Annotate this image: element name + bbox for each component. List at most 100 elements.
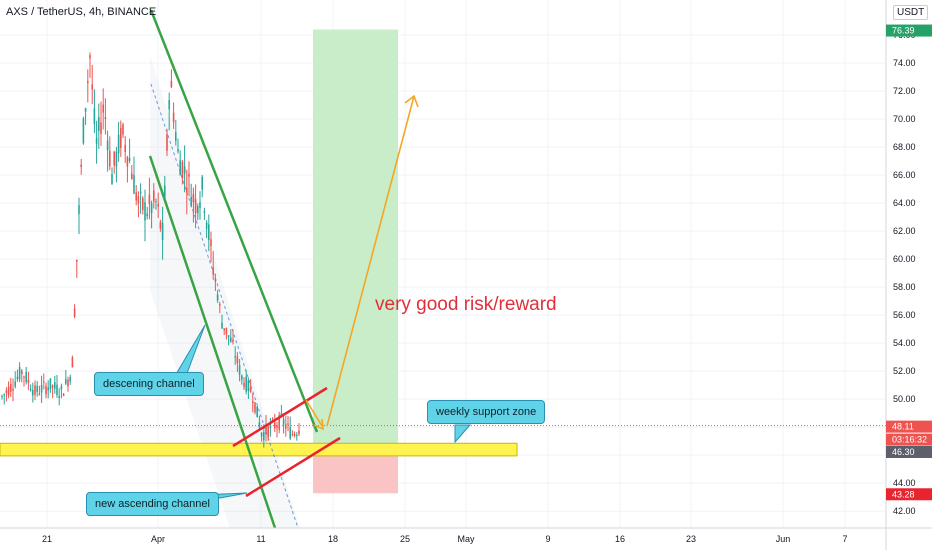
candle-body	[12, 388, 14, 391]
candle-body	[106, 140, 109, 151]
y-tick-label: 50.00	[893, 394, 916, 404]
candle-body	[7, 386, 10, 396]
candle-body	[298, 430, 300, 435]
candle-body	[122, 124, 124, 135]
candle-body	[177, 149, 179, 152]
price-badge-label: 43.28	[892, 489, 915, 499]
y-tick-label: 44.00	[893, 478, 916, 488]
y-tick-label: 42.00	[893, 506, 916, 516]
price-badge-label: 76.39	[892, 26, 915, 36]
price-badge	[886, 433, 932, 446]
ascending-channel-upper	[232, 386, 328, 448]
chart-grid	[0, 0, 886, 528]
candle-body	[43, 381, 45, 383]
candle-body	[29, 389, 32, 391]
y-tick-label: 64.00	[893, 198, 916, 208]
candle-body	[172, 112, 175, 123]
candle-body	[1, 395, 3, 397]
candle-body	[150, 203, 153, 214]
candle-body	[78, 205, 80, 214]
candle-body	[80, 164, 82, 168]
candle-body	[166, 134, 168, 151]
candle-body	[100, 122, 102, 134]
candle-body	[285, 424, 287, 429]
y-tick-label: 58.00	[893, 282, 916, 292]
candle-body	[5, 390, 8, 394]
time-axis[interactable]: 21 Apr 11 18 25 May 9 16 23 Jun 7	[0, 527, 932, 544]
candle-body	[225, 327, 228, 335]
candle-body	[95, 137, 98, 144]
candle-body	[199, 201, 201, 208]
candle-body	[243, 382, 245, 388]
price-badge	[886, 420, 932, 433]
candle-body	[38, 393, 41, 395]
candle-body	[14, 381, 16, 387]
candle-body	[181, 161, 184, 178]
descending-channel-callout: descening channel	[94, 372, 204, 396]
arrow-up-segment	[326, 95, 415, 427]
price-badge	[886, 24, 932, 37]
candle-body	[157, 204, 159, 207]
candle-body	[60, 386, 63, 390]
price-badge	[886, 488, 932, 501]
candle-body	[40, 384, 43, 393]
y-tick-label: 56.00	[893, 310, 916, 320]
x-tick-label: 16	[615, 534, 625, 544]
candle-body	[89, 55, 91, 59]
candle-body	[82, 118, 85, 144]
candle-body	[280, 413, 283, 416]
candle-body	[230, 337, 232, 342]
candle-body	[62, 393, 65, 396]
candle-body	[205, 222, 208, 230]
stop-zone	[313, 450, 398, 494]
price-badges: 76.39 48.11 03:16:32 46.30 43.28	[886, 24, 932, 501]
candle-body	[236, 356, 239, 364]
candle-body	[120, 127, 122, 149]
candle-body	[117, 134, 120, 154]
candle-body	[219, 303, 221, 306]
currency-badge[interactable]: USDT	[893, 5, 929, 20]
candle-body	[175, 132, 177, 141]
channel-lower-line	[148, 155, 277, 529]
candle-body	[133, 175, 135, 194]
position-zones	[0, 29, 886, 528]
y-tick-label: 52.00	[893, 366, 916, 376]
x-tick-label: 21	[42, 534, 52, 544]
candle-body	[287, 423, 289, 425]
candle-body	[102, 104, 104, 113]
candle-body	[254, 402, 256, 413]
candle-body	[159, 221, 162, 229]
target-zone	[313, 29, 398, 451]
candle-body	[115, 151, 118, 167]
candle-body	[32, 389, 34, 396]
candle-body	[265, 424, 267, 435]
risk-reward-label: very good risk/reward	[375, 294, 557, 315]
candle-body	[201, 176, 203, 190]
price-axis[interactable]: 42.0044.0046.0048.0050.0052.0054.0056.00…	[885, 0, 916, 550]
candle-body	[289, 427, 291, 439]
candle-body	[258, 422, 261, 428]
support-callout-pointer	[454, 424, 472, 444]
candle-body	[51, 385, 54, 388]
candle-body	[234, 356, 236, 358]
y-tick-label: 74.00	[893, 58, 916, 68]
candle-body	[71, 357, 74, 368]
y-tick-label: 60.00	[893, 254, 916, 264]
candle-body	[135, 192, 137, 201]
candle-body	[212, 267, 214, 275]
price-badge	[886, 445, 932, 458]
candle-body	[137, 196, 140, 204]
candle-body	[179, 160, 181, 176]
candle-body	[155, 201, 157, 203]
candle-body	[25, 372, 27, 382]
channel-upper-line	[149, 9, 319, 433]
candle-body	[203, 210, 206, 213]
x-tick-label: Jun	[776, 534, 791, 544]
candle-body	[3, 394, 5, 396]
candle-body	[260, 432, 263, 437]
candle-body	[238, 365, 241, 375]
candle-body	[210, 239, 212, 247]
candle-body	[241, 375, 243, 380]
candle-body	[111, 174, 113, 185]
